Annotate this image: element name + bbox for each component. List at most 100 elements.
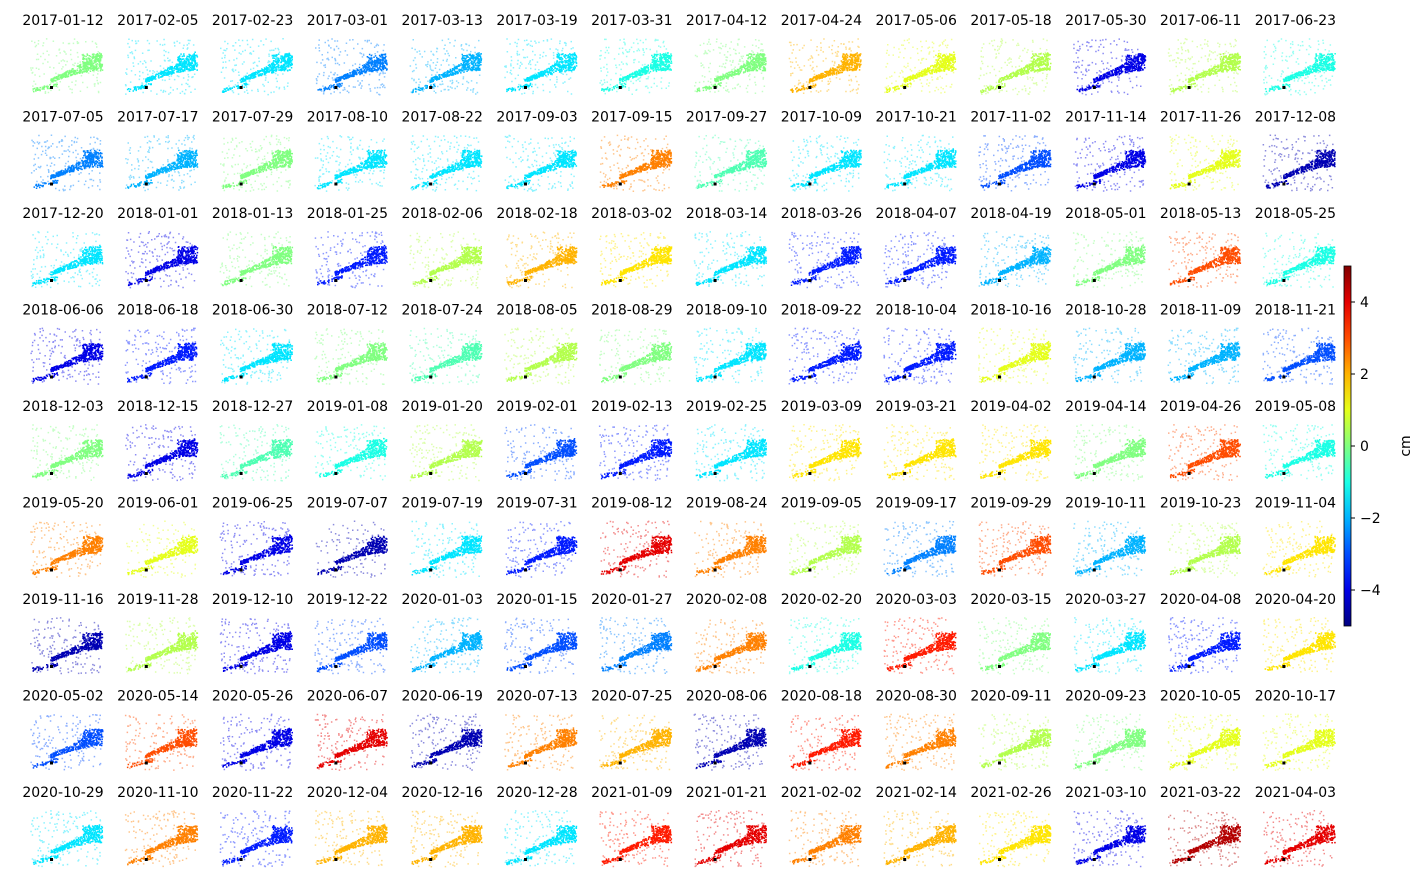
displacement-pixels	[1169, 342, 1241, 381]
displacement-pixels	[127, 438, 199, 479]
displacement-pixels	[1265, 342, 1336, 382]
background-pixels	[124, 327, 197, 385]
reference-point	[429, 568, 433, 572]
reference-point	[334, 665, 338, 668]
panel-title: 2021-02-02	[781, 785, 862, 801]
displacement-pixels	[1076, 148, 1147, 189]
displacement-pixels	[222, 148, 293, 189]
displacement-pixels	[222, 534, 294, 576]
background-pixels	[1168, 617, 1238, 675]
displacement-pixels	[506, 535, 578, 576]
panel-title: 2017-02-05	[117, 13, 198, 29]
panel-title: 2017-03-19	[496, 13, 577, 29]
panel-title: 2019-03-09	[781, 399, 862, 415]
panel-title: 2018-01-13	[212, 206, 293, 222]
reference-point	[1092, 858, 1096, 861]
displacement-pixels	[222, 727, 293, 768]
background-pixels	[1262, 617, 1334, 673]
reference-point	[239, 472, 243, 475]
panel-title: 2018-02-18	[496, 206, 577, 222]
panel-title: 2020-01-27	[591, 592, 672, 608]
panel-title: 2018-05-01	[1065, 206, 1146, 222]
panel-title: 2018-06-06	[22, 303, 103, 319]
panel-title: 2017-05-18	[970, 13, 1051, 29]
panel-title: 2017-11-02	[970, 110, 1051, 126]
panel-title: 2019-09-17	[876, 496, 957, 512]
panel-title: 2018-02-06	[402, 206, 483, 222]
reference-point	[239, 858, 243, 861]
panel-title: 2018-07-24	[402, 303, 483, 319]
displacement-pixels	[411, 52, 483, 94]
displacement-pixels	[1169, 246, 1242, 286]
reference-point	[144, 375, 148, 379]
panel-title: 2019-08-12	[591, 496, 672, 512]
reference-point	[524, 182, 527, 186]
panel-title: 2018-05-25	[1255, 206, 1336, 222]
displacement-pixels	[980, 246, 1052, 286]
displacement-pixels	[316, 824, 388, 865]
displacement-pixels	[506, 825, 578, 866]
background-pixels	[599, 617, 669, 675]
panel-title: 2018-09-10	[686, 303, 767, 319]
reference-point	[1092, 375, 1096, 379]
panel-title: 2018-08-29	[591, 303, 672, 319]
panel-title: 2018-09-22	[781, 303, 862, 319]
reference-point	[334, 472, 338, 475]
reference-point	[429, 472, 433, 475]
panel-title: 2017-08-22	[402, 110, 483, 126]
panel-title: 2020-06-07	[307, 689, 388, 705]
displacement-pixels	[506, 438, 578, 478]
colorbar-tick-label: −4	[1360, 583, 1381, 599]
reference-point	[429, 665, 433, 668]
panel-title: 2020-09-23	[1065, 689, 1146, 705]
displacement-pixels	[885, 340, 957, 383]
background-pixels	[788, 231, 860, 289]
displacement-pixels	[32, 439, 104, 479]
displacement-pixels	[32, 52, 104, 93]
displacement-pixels	[1169, 631, 1241, 672]
displacement-pixels	[885, 823, 957, 865]
reference-point	[808, 665, 812, 668]
panel-title: 2020-07-25	[591, 689, 672, 705]
displacement-pixels	[1074, 437, 1147, 479]
panel-title: 2017-02-23	[212, 13, 293, 29]
displacement-pixels	[601, 630, 673, 672]
displacement-pixels	[32, 244, 104, 287]
background-pixels	[1167, 522, 1239, 578]
background-pixels	[1169, 134, 1239, 191]
reference-point	[903, 665, 907, 668]
panel-title: 2020-04-08	[1160, 592, 1241, 608]
reference-point	[903, 375, 907, 379]
panel-title: 2018-10-04	[876, 303, 957, 319]
reference-point	[998, 279, 1001, 282]
reference-point	[713, 279, 717, 282]
panel-title: 2020-12-04	[307, 785, 388, 801]
background-pixels	[30, 617, 101, 675]
reference-point	[1282, 86, 1286, 89]
displacement-pixels	[127, 342, 198, 383]
displacement-pixels	[1264, 53, 1336, 93]
displacement-pixels	[790, 728, 862, 769]
reference-point	[239, 761, 243, 765]
reference-point	[713, 665, 717, 668]
reference-point	[998, 761, 1001, 765]
displacement-pixels	[126, 51, 199, 92]
reference-point	[429, 375, 433, 379]
displacement-pixels	[1076, 53, 1147, 93]
displacement-pixels	[506, 52, 578, 93]
displacement-pixels	[1265, 149, 1336, 189]
reference-point	[998, 858, 1001, 861]
panel-title: 2019-06-01	[117, 496, 198, 512]
displacement-pixels	[411, 630, 483, 673]
displacement-pixels	[411, 728, 483, 768]
displacement-pixels	[316, 342, 388, 383]
reference-point	[1092, 568, 1096, 572]
reference-point	[808, 472, 812, 475]
displacement-pixels	[1075, 630, 1147, 672]
background-pixels	[884, 713, 955, 771]
reference-point	[429, 86, 433, 89]
displacement-pixels	[980, 824, 1052, 866]
background-pixels	[125, 617, 196, 675]
displacement-pixels	[792, 824, 862, 865]
displacement-pixels	[792, 437, 862, 479]
